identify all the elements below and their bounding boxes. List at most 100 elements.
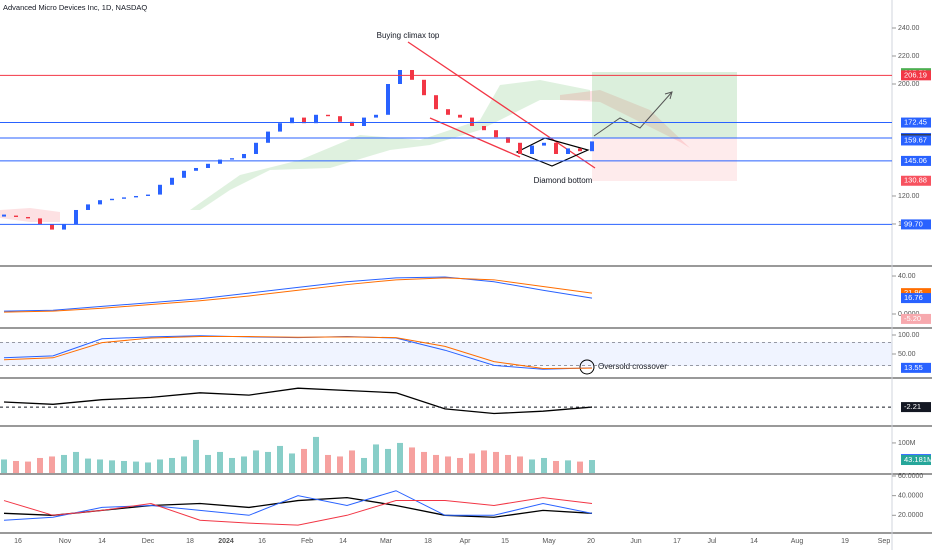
x-tick-label: Dec [142,538,155,545]
volume-bar [589,460,595,473]
volume-bar [517,456,523,473]
candle [434,95,438,110]
volume-bar [85,458,91,473]
candle [314,114,318,124]
candle [446,109,450,115]
candle [86,204,90,210]
volume-bar [481,450,487,473]
volume-bar [397,442,403,473]
candle [242,153,246,159]
price-label: 159.67 [904,135,927,144]
volume-bar [433,454,439,473]
x-tick-label: 19 [841,538,849,545]
y-tick-label: 100.00 [898,332,920,339]
y-tick-label: 100M [898,440,916,447]
volume-bar [253,450,259,473]
candle [458,114,462,118]
volume-bar [205,454,211,473]
candle [230,158,234,160]
volume-bar [553,460,559,473]
volume-bar [193,439,199,473]
candle [110,198,114,201]
candle [254,142,258,154]
volume-bar [265,451,271,473]
candle [542,142,546,146]
price-label: 172.45 [904,118,927,127]
volume-bar [1,459,7,473]
volume-bar [301,448,307,473]
price-label: -2.21 [904,402,921,411]
candle [182,170,186,178]
price-label: 16.76 [904,293,923,302]
price-label-box [901,293,931,304]
volume-bar [49,456,55,473]
chart-title: Advanced Micro Devices Inc, 1D, NASDAQ [3,3,147,12]
y-tick-label: 50.00 [898,351,916,358]
x-tick-label: 18 [424,538,432,545]
x-tick-label: Sep [878,538,891,545]
x-tick-label: 20 [587,538,595,545]
price-label: 206.19 [904,70,927,79]
candle [386,83,390,115]
arrow-head [664,91,673,100]
candle [98,200,102,205]
volume-bar [505,454,511,473]
candle [74,209,78,224]
candle [482,125,486,131]
cloud-red [560,90,690,148]
candle [326,114,330,117]
volume-bar [469,453,475,473]
volume-bar [217,451,223,473]
annotation: Buying climax top [377,31,440,40]
candle [194,167,198,171]
annotation: Oversold crossover [598,362,667,371]
volume-bar [289,453,295,473]
volume-bar [337,456,343,473]
price-label: 13.55 [904,363,923,372]
price-label-box [901,362,931,373]
cloud-red [0,208,60,222]
price-label: 99.70 [904,219,923,228]
candle [278,123,282,132]
volume-bar [445,456,451,473]
x-tick-label: Aug [791,538,804,545]
price-label-box [901,70,931,81]
candle [290,117,294,124]
y-tick-label: 40.00 [898,273,916,280]
candle [566,148,570,154]
candle [206,163,210,168]
candle [38,218,42,224]
indicator-line [3,497,593,526]
x-tick-label: 16 [258,538,266,545]
volume-bar [277,445,283,473]
volume-bar [25,461,31,473]
candle [302,117,306,124]
volume-bar [529,459,535,473]
volume-bar [121,460,127,473]
indicator-line [3,276,593,312]
candle [374,114,378,118]
volume-bar [145,462,151,473]
volume-bar [13,460,19,473]
candle [518,142,522,154]
volume-bar [157,459,163,473]
annotation: Diamond bottom [534,176,593,185]
volume-bar [457,457,463,473]
y-tick-label: 20.0000 [898,512,923,519]
x-tick-label: 18 [186,538,194,545]
cloud-green [190,80,590,210]
candle [158,184,162,195]
y-tick-label: 60.0000 [898,473,923,480]
x-tick-label: 2024 [218,538,234,545]
x-tick-label: 15 [501,538,509,545]
candle [494,130,498,138]
price-label: 21.96 [904,288,923,297]
candle [134,195,138,198]
candle [554,142,558,154]
candle [170,177,174,185]
stoch-band [0,342,892,366]
volume-bar [241,456,247,473]
